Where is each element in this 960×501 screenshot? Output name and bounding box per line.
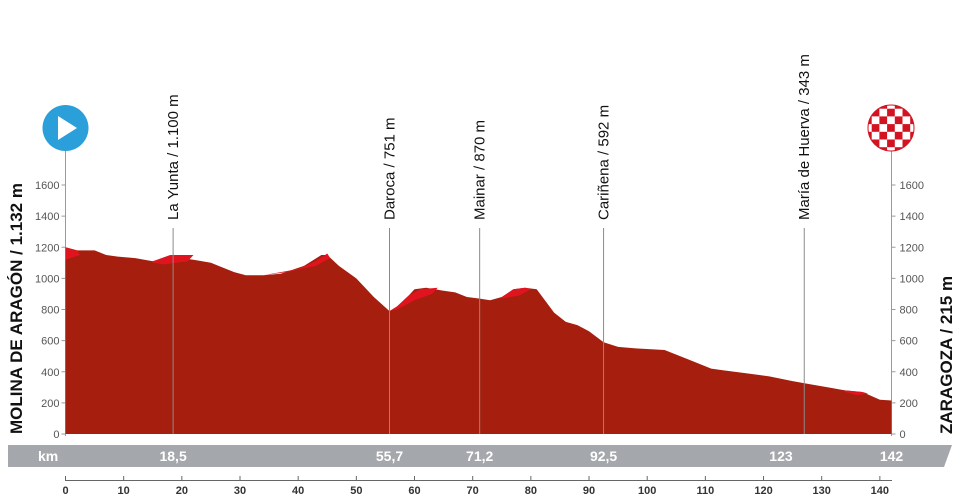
checker-square — [887, 139, 895, 148]
y-tick-label-left: 200 — [41, 398, 59, 410]
km-mark-label: 71,2 — [466, 448, 493, 464]
waypoint-label: María de Huerva / 343 m — [796, 54, 813, 220]
checker-square — [871, 108, 880, 117]
checker-square — [910, 147, 914, 151]
x-tick-label: 60 — [408, 485, 420, 497]
checker-square — [868, 147, 872, 151]
start-location-label: MOLINA DE ARAGÓN / 1.132 m — [7, 183, 26, 434]
y-tick-label-right: 1200 — [900, 242, 924, 254]
x-tick-label: 130 — [813, 485, 831, 497]
y-axis-right: 0 200 400 600 800 1000 1200 1400 1600 — [891, 180, 924, 441]
checker-square — [902, 139, 911, 148]
waypoint-label: Daroca / 751 m — [382, 117, 399, 220]
y-tick-label-right: 800 — [900, 305, 918, 317]
checker-square — [910, 105, 914, 109]
waypoint-label: Mainar / 870 m — [472, 120, 489, 220]
play-triangle — [58, 116, 77, 140]
km-mark-label: 123 — [769, 448, 793, 464]
x-tick-label: 10 — [118, 485, 130, 497]
y-tick-label-left: 800 — [41, 305, 59, 317]
y-tick-label-left: 1400 — [35, 211, 59, 223]
y-tick-label-right: 0 — [900, 429, 906, 441]
checker-square — [879, 147, 888, 151]
checker-square — [868, 116, 872, 125]
checker-square — [910, 131, 914, 140]
x-tick-label: 30 — [234, 485, 246, 497]
y-tick-label-left: 600 — [41, 336, 59, 348]
waypoint-markers: La Yunta / 1.100 m Daroca / 751 m Mainar /… — [165, 54, 813, 434]
y-axis-left: 0 200 400 600 800 1000 1200 1400 1600 — [35, 180, 66, 441]
km-mark-label: 18,5 — [159, 448, 186, 464]
checker-square — [910, 116, 914, 125]
x-tick-label: 80 — [525, 485, 537, 497]
checker-square — [894, 105, 903, 109]
y-tick-label-right: 200 — [900, 398, 918, 410]
km-mark-label: 92,5 — [590, 448, 617, 464]
x-tick-label: 110 — [696, 485, 714, 497]
waypoint-label: La Yunta / 1.100 m — [165, 94, 182, 220]
checker-square — [871, 139, 880, 148]
elevation-profile-area — [65, 247, 892, 434]
finish-marker — [867, 104, 915, 152]
y-tick-label-right: 400 — [900, 367, 918, 379]
x-tick-label: 70 — [467, 485, 479, 497]
checker-square — [879, 116, 888, 125]
checker-square — [894, 116, 903, 125]
checker-square — [871, 124, 880, 132]
y-tick-label-left: 1200 — [35, 242, 59, 254]
climb-highlight-3 — [389, 287, 438, 312]
x-tick-label: 50 — [350, 485, 362, 497]
y-tick-label-left: 0 — [53, 429, 59, 441]
checker-square — [902, 124, 911, 132]
checker-square — [868, 131, 872, 140]
y-tick-label-right: 600 — [900, 336, 918, 348]
x-tick-label: 90 — [583, 485, 595, 497]
start-marker — [42, 105, 89, 151]
x-tick-label: 40 — [292, 485, 304, 497]
y-tick-label-left: 400 — [41, 367, 59, 379]
x-tick-label: 20 — [176, 485, 188, 497]
km-bar-label: km — [38, 448, 58, 464]
checker-square — [868, 105, 872, 109]
x-tick-label: 0 — [62, 485, 68, 497]
x-axis-ticks: 0 10 20 30 40 50 60 70 80 90 100 110 120 130 140 — [62, 476, 889, 497]
km-bar-marks: 18,5 55,7 71,2 92,5 123 142 — [159, 448, 903, 464]
y-tick-label-left: 1000 — [35, 273, 59, 285]
y-tick-label-right: 1600 — [900, 180, 924, 192]
x-tick-label: 120 — [754, 485, 772, 497]
km-mark-label: 142 — [880, 448, 904, 464]
climb-highlight-2 — [263, 253, 331, 276]
checker-square — [894, 131, 903, 140]
x-tick-label: 100 — [638, 485, 656, 497]
y-tick-label-right: 1400 — [900, 211, 924, 223]
climb-highlight-0 — [65, 247, 80, 260]
km-mark-label: 55,7 — [376, 448, 403, 464]
x-tick-label: 140 — [871, 485, 889, 497]
km-bar — [8, 445, 952, 467]
climb-highlight-5 — [845, 390, 869, 396]
y-tick-label-left: 1600 — [35, 180, 59, 192]
climb-highlight-4 — [501, 287, 531, 299]
checker-square — [879, 105, 888, 109]
checker-square — [879, 131, 888, 140]
checker-square — [902, 108, 911, 117]
finish-location-label: ZARAGOZA / 215 m — [937, 276, 956, 434]
waypoint-label: Cariñena / 592 m — [596, 105, 613, 220]
checker-square — [887, 124, 895, 132]
y-tick-label-right: 1000 — [900, 273, 924, 285]
checker-square — [894, 147, 903, 151]
checker-square — [887, 108, 895, 117]
